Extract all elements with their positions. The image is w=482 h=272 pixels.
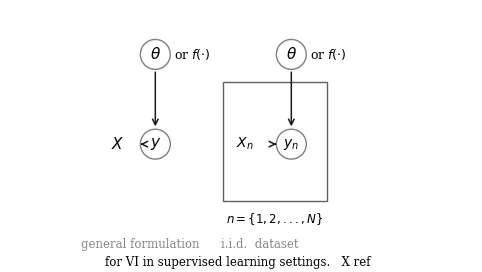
Circle shape <box>276 39 306 69</box>
Text: $n = \{1, 2, ..., N\}$: $n = \{1, 2, ..., N\}$ <box>227 211 323 227</box>
Circle shape <box>140 39 170 69</box>
Text: $X_n$: $X_n$ <box>236 136 254 152</box>
Text: $X$: $X$ <box>110 136 124 152</box>
Text: $y_n$: $y_n$ <box>283 137 299 152</box>
Text: $\theta$: $\theta$ <box>150 47 161 62</box>
Text: $y$: $y$ <box>149 136 161 152</box>
Text: for VI in supervised learning settings.   X ref: for VI in supervised learning settings. … <box>105 256 371 269</box>
Text: or $f(\cdot)$: or $f(\cdot)$ <box>310 47 347 62</box>
Text: $\theta$: $\theta$ <box>286 47 297 62</box>
Text: or $f(\cdot)$: or $f(\cdot)$ <box>174 47 211 62</box>
Text: i.i.d.  dataset: i.i.d. dataset <box>221 238 299 251</box>
Text: general formulation: general formulation <box>81 238 200 251</box>
Bar <box>223 82 327 201</box>
Circle shape <box>140 129 170 159</box>
Circle shape <box>276 129 306 159</box>
